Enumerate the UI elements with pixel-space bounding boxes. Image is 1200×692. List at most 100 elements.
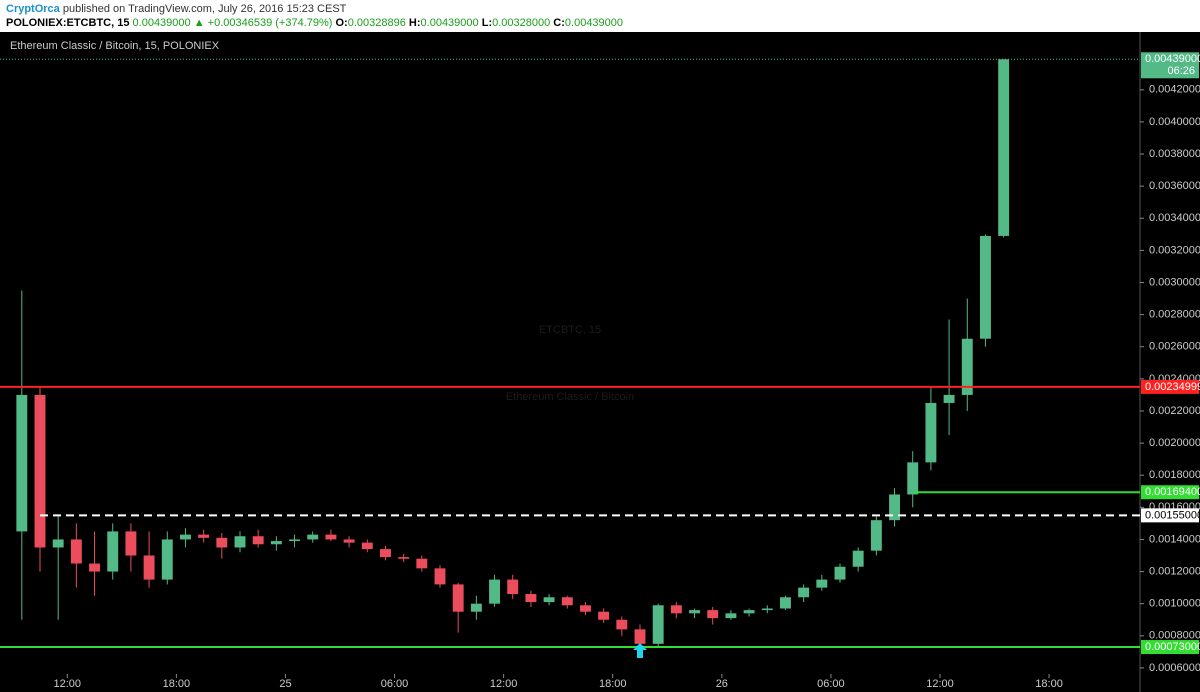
watermark-sub: Ethereum Classic / Bitcoin bbox=[506, 391, 634, 403]
change: ▲ +0.00346539 (+374.79%) bbox=[194, 17, 333, 29]
candle-body bbox=[616, 619, 628, 630]
level-label: 0.00169400 bbox=[1145, 486, 1200, 498]
candle-body bbox=[143, 555, 155, 580]
candle-body bbox=[961, 338, 973, 395]
level-tag bbox=[1141, 485, 1199, 500]
plot-bg bbox=[0, 32, 1200, 692]
candle-body bbox=[161, 539, 173, 580]
candle-body bbox=[707, 610, 719, 619]
x-tick-label: 12:00 bbox=[926, 678, 954, 690]
candle-body bbox=[252, 536, 264, 545]
x-tick-label: 18:00 bbox=[163, 678, 191, 690]
x-tick-label: 26 bbox=[716, 678, 728, 690]
candle-body bbox=[434, 568, 446, 585]
x-tick-label: 12:00 bbox=[54, 678, 82, 690]
candle-body bbox=[89, 563, 100, 572]
level-label: 0.00234999 bbox=[1145, 381, 1200, 393]
candle-body bbox=[307, 534, 319, 540]
candle-body bbox=[289, 539, 300, 542]
x-tick-label: 06:00 bbox=[381, 678, 409, 690]
candle-body bbox=[816, 579, 828, 588]
candle-body bbox=[925, 402, 937, 463]
x-tick-label: 18:00 bbox=[599, 678, 627, 690]
ohlc-value: 0.00439000 bbox=[421, 17, 479, 29]
candle-body bbox=[398, 557, 410, 559]
watermark: ETCBTC, 15 bbox=[539, 324, 601, 336]
candle-body bbox=[598, 611, 610, 620]
candle-body bbox=[470, 603, 482, 612]
ohlc-label: H: bbox=[409, 17, 421, 29]
x-tick-label: 25 bbox=[279, 678, 291, 690]
candle-body bbox=[216, 537, 228, 548]
candle-body bbox=[34, 394, 46, 548]
candle-body bbox=[198, 534, 210, 538]
author[interactable]: CryptOrca bbox=[6, 3, 61, 15]
candle-body bbox=[270, 541, 282, 545]
candle-body bbox=[107, 531, 119, 572]
last-price-tag bbox=[1141, 52, 1199, 79]
candle-body bbox=[70, 539, 82, 564]
candle-body bbox=[689, 610, 700, 614]
candle-body bbox=[580, 605, 591, 612]
symbol: POLONIEX:ETCBTC, 15 bbox=[6, 17, 129, 29]
level-tag bbox=[1141, 508, 1199, 523]
candle-body bbox=[852, 550, 864, 567]
candle-body bbox=[180, 534, 191, 540]
candle-body bbox=[343, 539, 355, 543]
x-tick-label: 06:00 bbox=[817, 678, 845, 690]
x-tick-label: 18:00 bbox=[1035, 678, 1063, 690]
signal-arrow bbox=[633, 643, 647, 658]
chart-title: Ethereum Classic / Bitcoin, 15, POLONIEX bbox=[10, 40, 220, 52]
candle-body bbox=[16, 394, 28, 532]
last-price-label: 0.00439000 bbox=[1145, 53, 1200, 65]
header-line-1: CryptOrca published on TradingView.com, … bbox=[6, 3, 347, 15]
candle-body bbox=[870, 520, 882, 551]
level-tag bbox=[1141, 640, 1199, 655]
candle-body bbox=[834, 566, 846, 580]
ohlc-value: 0.00439000 bbox=[565, 17, 623, 29]
ohlc-value: 0.00328000 bbox=[492, 17, 550, 29]
candle-body bbox=[998, 59, 1010, 236]
y-tick-label: 0.00420000 bbox=[1149, 84, 1200, 96]
candle-body bbox=[670, 605, 682, 614]
candle-body bbox=[652, 605, 664, 644]
candle-body bbox=[943, 394, 955, 403]
candle-body bbox=[780, 597, 791, 609]
candle-body bbox=[525, 594, 537, 603]
candle-body bbox=[761, 608, 773, 611]
candle-body bbox=[725, 613, 737, 619]
candle-body bbox=[634, 629, 646, 644]
candle-body bbox=[507, 579, 519, 595]
header-bg bbox=[0, 0, 1200, 32]
candle-body bbox=[798, 587, 810, 598]
price: 0.00439000 bbox=[133, 17, 191, 29]
candle-body bbox=[361, 542, 373, 550]
candle-body bbox=[380, 549, 391, 558]
candle-body bbox=[489, 579, 500, 604]
candle-body bbox=[889, 494, 900, 521]
candle-body bbox=[234, 536, 246, 548]
ohlc-label: C: bbox=[553, 17, 565, 29]
header-line-2: POLONIEX:ETCBTC, 15 0.00439000 ▲ +0.0034… bbox=[6, 17, 623, 29]
candle-body bbox=[561, 597, 573, 606]
x-tick-label: 12:00 bbox=[490, 678, 518, 690]
candle-body bbox=[452, 584, 464, 612]
candle-body bbox=[416, 558, 428, 569]
countdown: 06:26 bbox=[1167, 65, 1195, 77]
ohlc-label: O: bbox=[336, 17, 348, 29]
candle-body bbox=[325, 534, 337, 540]
